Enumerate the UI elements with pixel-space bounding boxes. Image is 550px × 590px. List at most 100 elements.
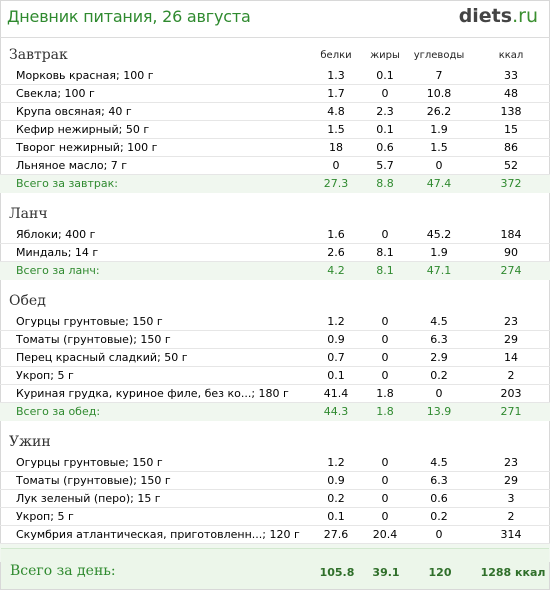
food-protein: 0.7 <box>327 351 345 364</box>
meal-total-protein: 27.3 <box>323 177 349 190</box>
food-carbs: 4.5 <box>430 456 448 469</box>
header: Дневник питания, 26 августа diets.ru <box>0 0 550 40</box>
food-row[interactable]: Куриная грудка, куриное филе, без ко...;… <box>0 385 550 403</box>
food-name: Укроп; 5 г <box>16 369 74 382</box>
food-kcal: 29 <box>504 474 518 487</box>
food-fat: 0 <box>381 315 389 328</box>
meal-total-kcal: 372 <box>500 177 522 190</box>
food-name: Крупа овсяная; 40 г <box>16 105 132 118</box>
food-row[interactable]: Укроп; 5 г 0.1 0 0.2 2 <box>0 508 550 526</box>
food-name: Свекла; 100 г <box>16 87 95 100</box>
meal-total-label: Всего за завтрак: <box>16 177 119 190</box>
food-row[interactable]: Огурцы грунтовые; 150 г 1.2 0 4.5 23 <box>0 313 550 331</box>
food-fat: 0 <box>381 456 389 469</box>
food-row[interactable]: Перец красный сладкий; 50 г 0.7 0 2.9 14 <box>0 349 550 367</box>
food-name: Льняное масло; 7 г <box>16 159 128 172</box>
food-protein: 0 <box>332 159 340 172</box>
food-carbs: 0.2 <box>430 369 448 382</box>
food-carbs: 0 <box>435 528 443 541</box>
food-row[interactable]: Огурцы грунтовые; 150 г 1.2 0 4.5 23 <box>0 454 550 472</box>
food-name: Скумбрия атлантическая, приготовленн...;… <box>16 528 300 541</box>
food-name: Укроп; 5 г <box>16 510 74 523</box>
section-gap <box>0 280 550 287</box>
food-fat: 0.1 <box>376 123 394 136</box>
day-total-bar: Всего за день: 105.8 39.1 120 1288 ккал <box>1 548 549 589</box>
site-logo[interactable]: diets.ru <box>459 5 538 27</box>
food-protein: 1.7 <box>327 87 345 100</box>
section-gap <box>0 193 550 200</box>
food-kcal: 14 <box>504 351 518 364</box>
food-carbs: 0 <box>435 387 443 400</box>
food-kcal: 86 <box>504 141 518 154</box>
food-kcal: 314 <box>500 528 522 541</box>
food-kcal: 2 <box>507 369 515 382</box>
food-fat: 0 <box>381 510 389 523</box>
column-header: ккал <box>498 50 524 61</box>
food-carbs: 26.2 <box>426 105 452 118</box>
food-carbs: 2.9 <box>430 351 448 364</box>
food-fat: 8.1 <box>376 246 394 259</box>
food-name: Огурцы грунтовые; 150 г <box>16 456 163 469</box>
food-protein: 0.2 <box>327 492 345 505</box>
food-row[interactable]: Яблоки; 400 г 1.6 0 45.2 184 <box>0 226 550 244</box>
food-name: Миндаль; 14 г <box>16 246 99 259</box>
food-name: Кефир нежирный; 50 г <box>16 123 150 136</box>
food-protein: 0.1 <box>327 369 345 382</box>
food-kcal: 52 <box>504 159 518 172</box>
meal-total-fat: 8.8 <box>376 177 394 190</box>
food-protein: 41.4 <box>323 387 349 400</box>
food-name: Яблоки; 400 г <box>16 228 96 241</box>
meal-title: Завтрак <box>9 47 68 63</box>
food-fat: 1.8 <box>376 387 394 400</box>
section-gap <box>0 421 550 428</box>
logo-tld: .ru <box>512 5 538 27</box>
food-fat: 0 <box>381 369 389 382</box>
meal-total-protein: 4.2 <box>327 264 345 277</box>
food-carbs: 6.3 <box>430 474 448 487</box>
meal-total-fat: 1.8 <box>376 405 394 418</box>
food-row[interactable]: Свекла; 100 г 1.7 0 10.8 48 <box>0 85 550 103</box>
food-name: Морковь красная; 100 г <box>16 69 154 82</box>
meal-total-fat: 8.1 <box>376 264 394 277</box>
food-fat: 0 <box>381 87 389 100</box>
page-title: Дневник питания, 26 августа <box>7 7 251 26</box>
food-row[interactable]: Укроп; 5 г 0.1 0 0.2 2 <box>0 367 550 385</box>
food-protein: 1.2 <box>327 315 345 328</box>
food-row[interactable]: Кефир нежирный; 50 г 1.5 0.1 1.9 15 <box>0 121 550 139</box>
meal-header: Ланч <box>0 200 550 226</box>
food-fat: 0.1 <box>376 69 394 82</box>
food-kcal: 184 <box>500 228 522 241</box>
column-header: углеводы <box>413 50 465 61</box>
food-row[interactable]: Творог нежирный; 100 г 18 0.6 1.5 86 <box>0 139 550 157</box>
food-carbs: 1.9 <box>430 246 448 259</box>
meal-total-carbs: 47.1 <box>426 264 452 277</box>
food-row[interactable]: Миндаль; 14 г 2.6 8.1 1.9 90 <box>0 244 550 262</box>
food-row[interactable]: Томаты (грунтовые); 150 г 0.9 0 6.3 29 <box>0 331 550 349</box>
meal-total-protein: 44.3 <box>323 405 349 418</box>
food-protein: 4.8 <box>327 105 345 118</box>
food-fat: 5.7 <box>376 159 394 172</box>
food-row[interactable]: Льняное масло; 7 г 0 5.7 0 52 <box>0 157 550 175</box>
food-name: Томаты (грунтовые); 150 г <box>16 474 171 487</box>
meal-total-row: Всего за завтрак: 27.3 8.8 47.4 372 <box>0 175 550 193</box>
food-carbs: 7 <box>435 69 443 82</box>
meal-title: Ланч <box>9 206 48 222</box>
food-carbs: 10.8 <box>426 87 452 100</box>
food-kcal: 3 <box>507 492 515 505</box>
food-name: Огурцы грунтовые; 150 г <box>16 315 163 328</box>
meal-title: Обед <box>9 293 46 309</box>
food-row[interactable]: Лук зеленый (перо); 15 г 0.2 0 0.6 3 <box>0 490 550 508</box>
food-row[interactable]: Морковь красная; 100 г 1.3 0.1 7 33 <box>0 67 550 85</box>
food-protein: 1.3 <box>327 69 345 82</box>
meal-total-carbs: 47.4 <box>426 177 452 190</box>
food-name: Перец красный сладкий; 50 г <box>16 351 188 364</box>
food-kcal: 203 <box>500 387 522 400</box>
food-fat: 2.3 <box>376 105 394 118</box>
food-fat: 0 <box>381 228 389 241</box>
food-carbs: 45.2 <box>426 228 452 241</box>
food-kcal: 90 <box>504 246 518 259</box>
food-row[interactable]: Крупа овсяная; 40 г 4.8 2.3 26.2 138 <box>0 103 550 121</box>
day-total-label: Всего за день: <box>10 563 116 579</box>
food-row[interactable]: Скумбрия атлантическая, приготовленн...;… <box>0 526 550 544</box>
food-row[interactable]: Томаты (грунтовые); 150 г 0.9 0 6.3 29 <box>0 472 550 490</box>
